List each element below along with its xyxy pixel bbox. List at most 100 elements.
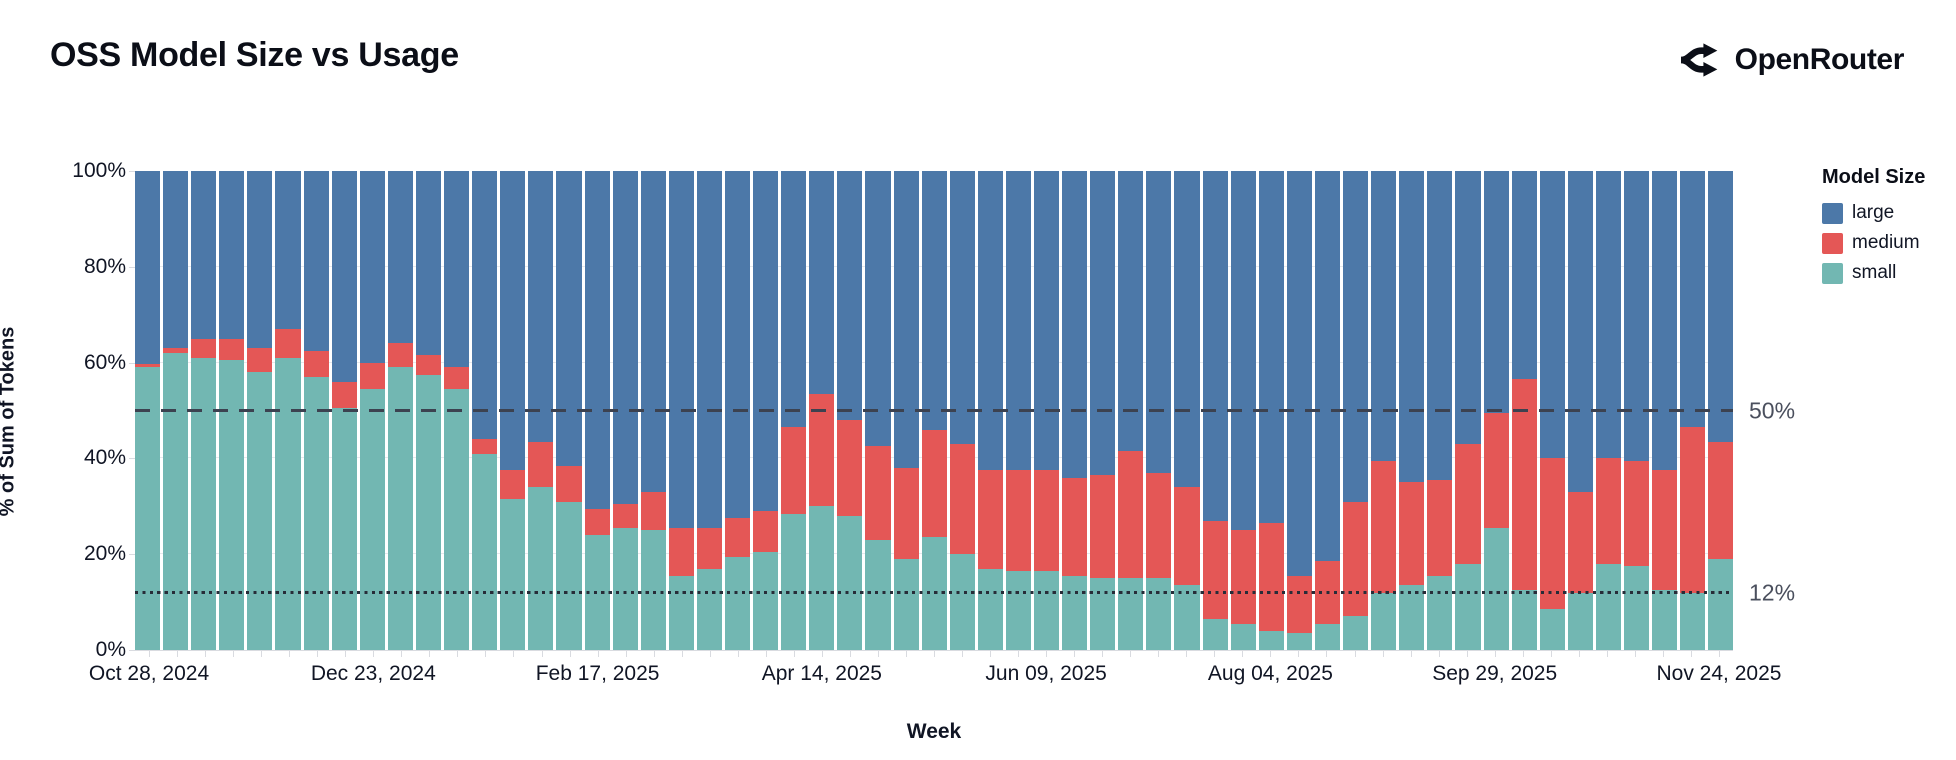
bar-segment-medium	[1230, 530, 1256, 624]
bar-Sep 22, 2025	[1455, 171, 1481, 650]
bar-Nov 25, 2024	[247, 171, 273, 650]
bar-Feb 03, 2025	[528, 171, 554, 650]
x-tick-mark	[541, 651, 543, 657]
bar-segment-small	[668, 575, 694, 650]
bar-segment-large	[893, 171, 919, 468]
bar-Aug 11, 2025	[1286, 171, 1312, 650]
bar-Jul 28, 2025	[1230, 171, 1256, 650]
x-tick-mark	[569, 651, 571, 657]
x-tick-mark	[1382, 651, 1384, 657]
y-tick-label: 40%	[83, 446, 126, 470]
y-axis-title: % of Sum of Tokens	[0, 326, 19, 517]
y-tick-mark	[129, 362, 135, 364]
bar-segment-large	[1623, 171, 1650, 461]
legend-item-large: large	[1822, 202, 1925, 224]
bar-Feb 24, 2025	[612, 171, 638, 650]
bar-segment-medium	[781, 427, 807, 514]
y-tick-label: 0%	[95, 638, 126, 661]
x-tick-mark	[317, 651, 319, 657]
bar-segment-large	[1005, 171, 1031, 471]
bar-segment-medium	[1258, 523, 1284, 631]
bar-segment-small	[1427, 575, 1453, 650]
bar-Feb 17, 2025	[584, 171, 610, 650]
bar-segment-medium	[1005, 470, 1031, 571]
x-axis-line	[135, 650, 1733, 651]
bar-Oct 06, 2025	[1511, 171, 1537, 650]
bar-Nov 11, 2024	[191, 171, 217, 650]
bar-segment-medium	[1455, 444, 1481, 564]
bar-segment-large	[303, 171, 329, 351]
bar-segment-small	[247, 372, 273, 650]
bar-segment-large	[472, 171, 498, 440]
bar-segment-medium	[696, 527, 722, 569]
bar-segment-small	[696, 568, 722, 650]
legend-label: large	[1852, 202, 1895, 223]
bar-segment-medium	[753, 511, 779, 552]
x-tick-mark	[1102, 651, 1104, 657]
bar-segment-small	[1005, 570, 1031, 650]
bar-segment-large	[1034, 171, 1060, 471]
x-tick-mark	[681, 651, 683, 657]
bar-segment-small	[359, 388, 385, 650]
x-tick-mark	[709, 651, 711, 657]
legend-swatch-large	[1822, 202, 1843, 224]
x-tick-label: Nov 24, 2025	[1656, 662, 1782, 685]
x-tick-mark	[1326, 651, 1328, 657]
bar-segment-medium	[1652, 470, 1678, 591]
bar-segment-small	[1062, 575, 1088, 650]
bar-segment-small	[135, 367, 161, 650]
bar-segment-medium	[1202, 520, 1228, 619]
x-tick-mark	[429, 651, 431, 657]
bar-segment-large	[1146, 171, 1172, 473]
bar-segment-medium	[584, 508, 610, 536]
x-tick-mark	[289, 651, 291, 657]
x-tick-mark	[1410, 651, 1412, 657]
bar-Dec 23, 2024	[359, 171, 385, 650]
bar-segment-large	[1314, 171, 1341, 562]
brand-name: OpenRouter	[1734, 43, 1905, 76]
bar-segment-medium	[1399, 482, 1425, 586]
bar-segment-large	[668, 171, 694, 528]
bar-segment-small	[781, 513, 807, 650]
x-tick-mark	[513, 651, 515, 657]
bar-segment-medium	[1034, 470, 1060, 571]
bar-segment-medium	[1427, 479, 1453, 576]
bar-segment-large	[163, 171, 189, 349]
bar-segment-small	[949, 554, 975, 650]
bar-segment-medium	[977, 470, 1003, 569]
bar-segment-medium	[724, 518, 751, 557]
x-tick-mark	[1046, 651, 1048, 657]
x-tick-mark	[1690, 651, 1692, 657]
bar-segment-small	[977, 568, 1003, 650]
bar-segment-large	[977, 171, 1003, 471]
bar-segment-medium	[500, 470, 526, 500]
bar-segment-medium	[893, 468, 919, 559]
bar-segment-medium	[1708, 441, 1734, 559]
bar-Jan 13, 2025	[444, 171, 470, 650]
x-tick-mark	[821, 651, 823, 657]
bar-Apr 28, 2025	[865, 171, 891, 650]
x-tick-mark	[625, 651, 627, 657]
bar-segment-small	[1118, 578, 1144, 650]
x-tick-mark	[233, 651, 235, 657]
bar-segment-large	[247, 171, 273, 349]
bar-segment-small	[275, 357, 301, 650]
x-tick-mark	[485, 651, 487, 657]
bar-segment-large	[1230, 171, 1256, 531]
x-tick-mark	[765, 651, 767, 657]
bar-segment-large	[949, 171, 975, 445]
bar-segment-medium	[556, 465, 582, 502]
x-tick-label: Dec 23, 2024	[310, 662, 436, 685]
bar-segment-large	[1371, 171, 1397, 461]
x-tick-mark	[1522, 651, 1524, 657]
bar-segment-large	[640, 171, 666, 492]
x-tick-mark	[373, 651, 375, 657]
bar-segment-medium	[472, 439, 498, 454]
bar-Apr 07, 2025	[781, 171, 807, 650]
bar-segment-medium	[163, 348, 189, 354]
bar-segment-large	[1258, 171, 1284, 524]
bar-segment-small	[1652, 590, 1678, 650]
bar-segment-small	[1343, 616, 1369, 650]
bar-segment-small	[1371, 592, 1397, 650]
legend-item-medium: medium	[1822, 232, 1925, 254]
